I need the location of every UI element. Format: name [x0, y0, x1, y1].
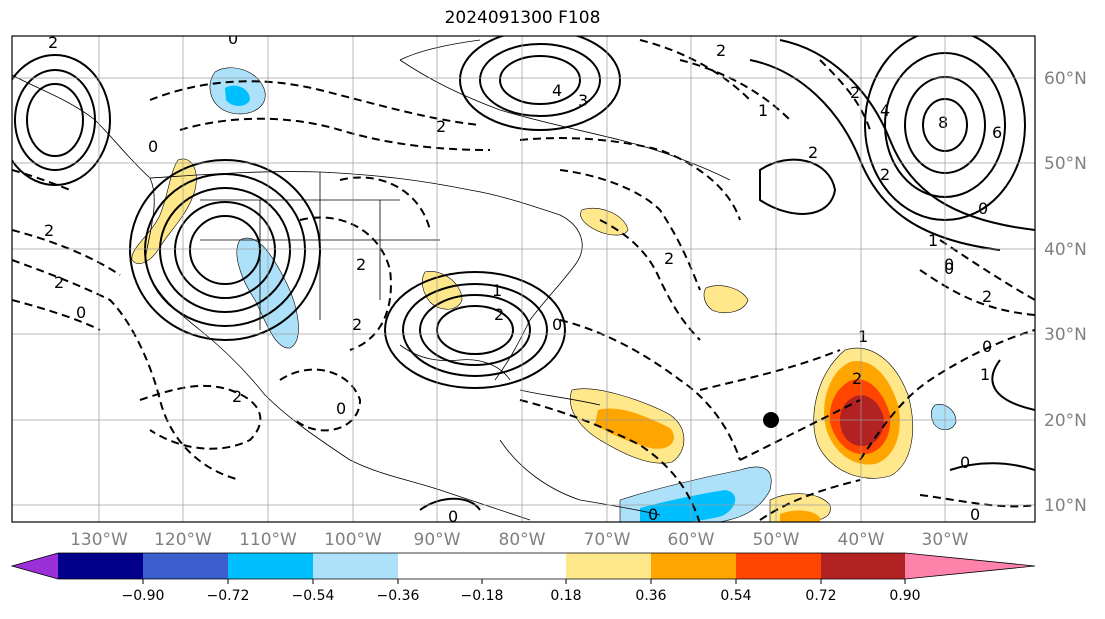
contour-label: 2: [54, 273, 64, 292]
contour-label: 0: [960, 453, 970, 472]
lat-label: 40°N: [1044, 240, 1087, 260]
contour-label: 4: [552, 81, 562, 100]
contour-label: 0: [970, 505, 980, 524]
storm-marker: [763, 412, 779, 428]
lat-label: 60°N: [1044, 69, 1087, 89]
contour-label: 2: [880, 165, 890, 184]
contour-label: 2: [716, 41, 726, 60]
contour-label: 2: [852, 369, 862, 388]
contour-label: 2: [664, 249, 674, 268]
lat-label: 10°N: [1044, 496, 1087, 516]
contour-labels: 2 0 2 4 3 2 1 2 4 8 6 2 1 0 2 0 0 2 2 0 …: [44, 29, 1002, 526]
lon-label: 130°W: [70, 530, 128, 550]
colorbar-tick-label: −0.90: [122, 588, 165, 604]
anomaly-blob: [840, 395, 884, 446]
contour-label: 0: [978, 199, 988, 218]
contour-label: 2: [232, 387, 242, 406]
colorbar-segment: [651, 553, 736, 579]
contour-label: 0: [944, 255, 954, 274]
anomaly-blob: [930, 404, 957, 431]
gridlines: [12, 36, 1035, 522]
contour-label: 3: [578, 91, 588, 110]
colorbar-segment: [58, 553, 143, 579]
colorbar-tick-label: 0.36: [635, 588, 666, 604]
colorbar-tick-label: 0.18: [550, 588, 581, 604]
contour-label: 2: [850, 83, 860, 102]
contour-label: 0: [336, 399, 346, 418]
contour-label: 0: [944, 259, 954, 278]
colorbar-extend-high: [905, 553, 1035, 579]
contours-dashed: [12, 39, 1035, 522]
contour-label: 0: [648, 505, 658, 524]
contour-label: 1: [758, 101, 768, 120]
contour-label: 2: [494, 305, 504, 324]
lon-label: 40°W: [838, 530, 885, 550]
colorbar-tick-label: −0.72: [207, 588, 250, 604]
contour-label: 0: [148, 137, 158, 156]
contour-label: 1: [928, 231, 938, 250]
contour-label: 1: [492, 281, 502, 300]
contour-label: 0: [448, 507, 458, 526]
anomaly-blob: [225, 85, 250, 106]
lon-label: 120°W: [154, 530, 212, 550]
colorbar-tick-label: −0.18: [461, 588, 504, 604]
lat-label: 30°N: [1044, 325, 1087, 345]
longitude-labels: 130°W 120°W 110°W 100°W 90°W 80°W 70°W 6…: [70, 530, 969, 550]
contour-label: 4: [880, 101, 890, 120]
lon-label: 90°W: [414, 530, 461, 550]
colorbar-segment: [398, 553, 566, 579]
anomaly-blob: [640, 490, 736, 522]
colorbar-tick-label: 0.72: [805, 588, 836, 604]
lon-label: 70°W: [584, 530, 631, 550]
lat-label: 50°N: [1044, 154, 1087, 174]
map-title: 2024091300 F108: [444, 8, 601, 28]
anomaly-blob: [595, 408, 674, 449]
contour-label: 2: [44, 221, 54, 240]
contour-label: 2: [352, 315, 362, 334]
contour-label: 2: [356, 255, 366, 274]
colorbar-tick-label: 0.54: [720, 588, 751, 604]
anomaly-blob: [421, 271, 463, 310]
colorbar: −0.90 −0.72 −0.54 −0.36 −0.18 0.18 0.36 …: [10, 552, 1036, 604]
contour-label: 8: [938, 113, 948, 132]
contour-label: 2: [48, 33, 58, 52]
colorbar-tick-label: −0.36: [377, 588, 420, 604]
colorbar-segment: [313, 553, 398, 579]
contour-label: 2: [808, 143, 818, 162]
contour-label: 0: [552, 315, 562, 334]
map-frame: [11, 35, 1036, 523]
contour-label: 0: [982, 337, 992, 356]
contour-label: 1: [980, 365, 990, 384]
colorbar-extend-low: [12, 553, 58, 579]
colorbar-segment: [736, 553, 821, 579]
colorbar-tick-label: −0.54: [292, 588, 335, 604]
lon-label: 50°W: [753, 530, 800, 550]
lon-label: 80°W: [499, 530, 546, 550]
contour-label: 6: [992, 123, 1002, 142]
latitude-labels: 60°N 50°N 40°N 30°N 20°N 10°N: [1044, 69, 1087, 516]
colorbar-segment: [143, 553, 228, 579]
colorbar-segment: [566, 553, 651, 579]
anomaly-blob: [703, 285, 749, 313]
colorbar-segment: [228, 553, 313, 579]
lon-label: 100°W: [324, 530, 382, 550]
lon-label: 60°W: [668, 530, 715, 550]
contour-label: 2: [436, 117, 446, 136]
contour-label: 0: [76, 303, 86, 322]
anomaly-blob: [780, 510, 820, 522]
colorbar-segment: [821, 553, 905, 579]
contour-label: 1: [858, 327, 868, 346]
lat-label: 20°N: [1044, 411, 1087, 431]
colorbar-tick-label: 0.90: [889, 588, 920, 604]
contour-label: 2: [982, 287, 992, 306]
lon-label: 30°W: [922, 530, 969, 550]
contour-label: 0: [228, 29, 238, 48]
lon-label: 110°W: [239, 530, 297, 550]
